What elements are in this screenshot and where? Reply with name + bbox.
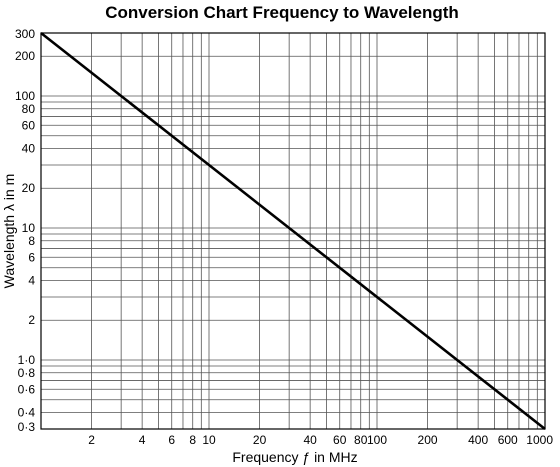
y-axis-label: Wavelength λ in m [1,174,17,289]
x-tick-labels: 2 4 6 8 10 20 40 60 80 100 200 400 600 1000 [88,433,553,447]
y-tick-label: 60 [22,118,36,132]
x-tick-label: 600 [498,433,518,447]
x-tick-label: 10 [202,433,216,447]
x-tick-label: 60 [333,433,347,447]
y-tick-label: 1·0 [18,353,36,367]
y-tick-label: 0·3 [18,420,36,434]
y-tick-label: 80 [22,102,36,116]
series-layer [40,31,546,431]
x-tick-label: 2 [88,433,95,447]
x-tick-label: 8 [189,433,196,447]
grid [40,32,546,430]
y-tick-label: 300 [15,27,35,41]
x-tick-label: 6 [168,433,175,447]
y-tick-label: 2 [28,313,35,327]
y-tick-label: 4 [28,274,35,288]
y-tick-label: 200 [15,49,35,63]
y-tick-label: 20 [22,181,36,195]
y-tick-label: 10 [22,221,36,235]
y-tick-label: 40 [22,142,36,156]
x-tick-label: 40 [303,433,317,447]
plot-frame [40,32,546,430]
y-tick-label: 0·8 [18,366,36,380]
chart-title: Conversion Chart Frequency to Wavelength [105,3,459,22]
x-tick-label: 20 [253,433,267,447]
x-tick-label: 4 [139,433,146,447]
x-tick-label: 100 [367,433,387,447]
x-tick-label: 1000 [526,433,553,447]
y-tick-label: 0·4 [18,406,36,420]
y-tick-label: 100 [15,89,35,103]
y-tick-label: 6 [28,250,35,264]
y-tick-label: 8 [28,234,35,248]
y-tick-label: 0·6 [18,382,36,396]
x-axis-label: Frequency ƒ in MHz [232,449,357,465]
x-tick-label: 80 [354,433,368,447]
x-tick-label: 200 [418,433,438,447]
x-tick-label: 400 [468,433,488,447]
series-line [40,31,546,431]
